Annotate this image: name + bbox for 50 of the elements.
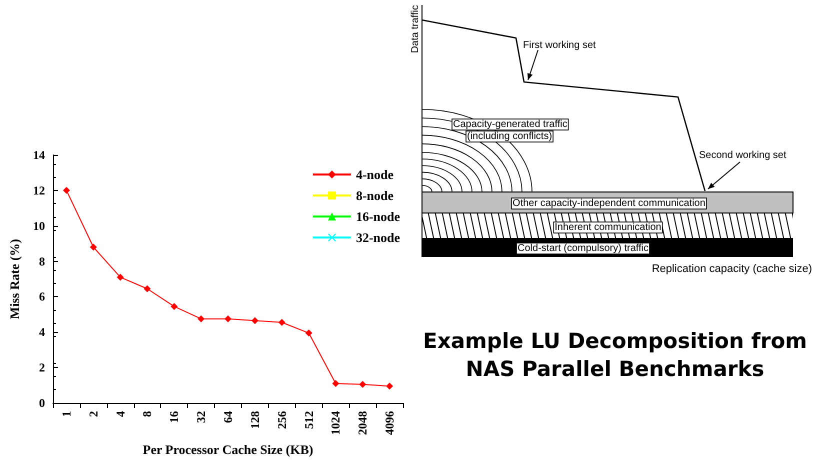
x-tick-label: 2 [86,411,100,417]
text: Other capacity-independent communication [512,198,706,209]
legend-label: 32-node [356,230,400,245]
text: Cold-start (compulsory) traffic [518,243,648,254]
legend-label: 16-node [356,209,400,224]
text: Second working set [699,150,786,161]
x-tick-label: 32 [194,411,208,423]
y-tick-label: 6 [39,290,45,304]
y-tick-label: 8 [39,254,45,268]
y-tick-label: 14 [33,148,45,162]
x-tick-label: 1024 [328,411,343,435]
y-tick-label: 0 [39,396,45,410]
y-tick-label: 10 [33,218,45,233]
point [386,382,394,390]
x-tick-label: 64 [221,411,235,423]
x-tick-label: 1 [59,411,74,417]
text: First working set [523,40,596,51]
x-tick-label: 2048 [356,411,370,435]
point [251,317,258,324]
point [144,285,151,292]
text: Replication capacity (cache size) [652,263,812,275]
text: Inherent communication [554,222,662,233]
y-tick-label: 12 [33,183,45,198]
y-tick-label: 4 [39,325,45,340]
y-axis-title: Miss Rate (%) [7,238,22,320]
point [198,315,205,322]
text: (including conflicts) [467,131,552,142]
x-tick-label: 4 [113,411,128,417]
text: Capacity-generated traffic [453,119,568,130]
x-axis-title: Per Processor Cache Size (KB) [142,442,314,457]
point [305,330,312,337]
text: Data traffic [410,5,421,54]
point [62,186,70,194]
point [90,244,97,251]
text: Example LU Decomposition from NAS Parallel Benchmarks [422,328,808,383]
point [116,274,124,281]
y-tick-label: 2 [39,360,45,375]
x-tick-label: 128 [248,411,262,429]
point [224,315,232,322]
legend-label: 4-node [356,167,394,182]
point [359,380,366,388]
x-tick-label: 16 [167,411,182,423]
point [332,380,340,388]
x-tick-label: 4096 [382,411,397,435]
x-tick-label: 256 [274,411,289,429]
point [170,302,178,310]
legend-label: 8-node [356,188,394,203]
x-tick-label: 512 [302,411,316,429]
x-tick-label: 8 [140,411,154,417]
point [278,318,286,326]
